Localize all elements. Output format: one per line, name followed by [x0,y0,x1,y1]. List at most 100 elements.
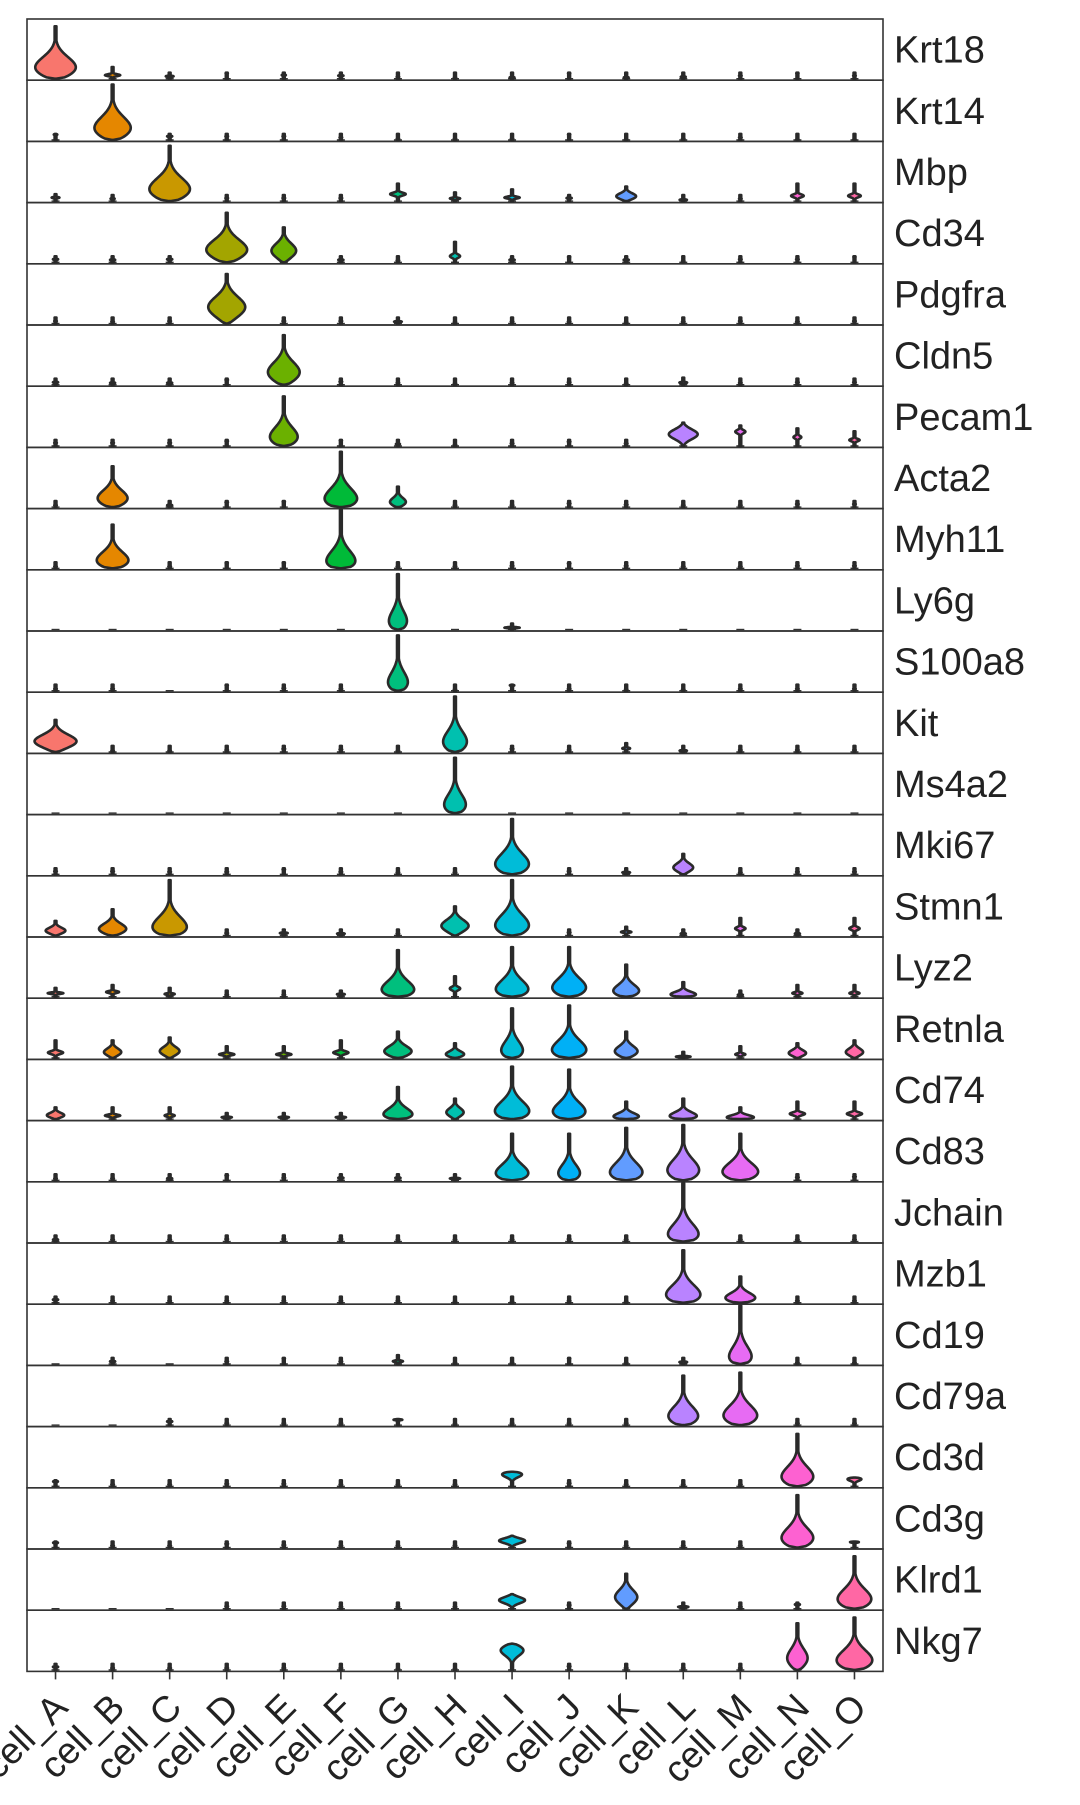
violin-mzb1-cell_f [338,1295,344,1304]
violin-cldn5-cell_k [623,377,629,386]
gene-label-retnla: Retnla [894,1009,1005,1051]
violin-ms4a2-cell_h [442,756,468,815]
violin-kit-cell_c [167,744,173,754]
violin-lyz2-cell_k [612,963,641,998]
violin-pecam1-cell_g [394,438,402,448]
violin-s100a8-cell_g [386,634,410,692]
violin-nkg7-cell_e [281,1662,287,1672]
violin-s100a8-cell_j [566,683,572,692]
violin-mbp-cell_b [109,193,116,203]
violin-cd83-cell_m [721,1132,760,1182]
violin-jchain-cell_f [338,1234,344,1243]
violin-cd79a-cell_i [509,1417,515,1427]
violin-cd3d-cell_b [110,1479,116,1488]
violin-klrd1-cell_d [224,1601,230,1610]
violin-cd19-cell_k [623,1356,629,1366]
violin-jchain-cell_g [395,1234,401,1243]
gene-label-cd3d: Cd3d [894,1437,985,1479]
violin-mki67-cell_h [452,867,458,876]
violin-cd3d-cell_m [737,1479,743,1488]
violin-cd3d-cell_o [846,1476,863,1488]
violin-mbp-cell_c [148,144,192,203]
violin-cd83-cell_d [224,1173,230,1182]
violin-lyz2-cell_j [551,945,588,998]
violin-cd83-cell_b [110,1173,116,1182]
violin-pecam1-cell_f [338,438,344,448]
violin-mki67-cell_b [109,867,116,876]
violin-cd74-cell_j [551,1068,587,1121]
panel-krt18 [26,18,884,82]
violin-jchain-cell_i [509,1234,515,1243]
violin-cd83-cell_l [666,1123,701,1182]
gene-label-cd74: Cd74 [894,1070,985,1112]
violin-mzb1-cell_o [851,1295,858,1304]
violin-cldn5-cell_i [509,377,515,386]
violin-mzb1-cell_e [281,1295,287,1304]
violin-acta2-cell_n [794,499,801,509]
violin-krt14-cell_i [509,132,515,142]
violin-cd79a-cell_o [851,1417,858,1427]
violin-pecam1-cell_i [509,438,515,448]
violin-cd19-cell_d [224,1356,230,1366]
violin-krt14-cell_n [795,132,800,142]
violin-pecam1-cell_a [52,438,59,448]
violin-krt18-cell_e [280,71,288,80]
violin-retnla-cell_n [787,1042,808,1060]
violin-myh11-cell_n [794,561,800,570]
gene-label-mzb1: Mzb1 [894,1254,987,1296]
violin-acta2-cell_b [96,465,129,509]
panel-mki67 [26,813,884,877]
violin-krt18-cell_c [164,71,175,80]
violin-cd3d-cell_k [623,1479,629,1488]
violin-cd19-cell_b [108,1356,117,1366]
violin-mzb1-cell_l [664,1249,702,1304]
violin-stmn1-cell_h [440,905,470,937]
violin-cd79a-cell_m [722,1371,759,1427]
violin-nkg7-cell_l [680,1662,686,1672]
violin-mbp-cell_j [565,193,574,203]
violin-kit-cell_n [794,744,800,754]
violin-mzb1-cell_a [51,1295,60,1304]
violin-cd3d-cell_f [338,1479,344,1488]
violin-cd34-cell_k [622,255,631,264]
violin-kit-cell_m [737,744,743,754]
violin-pdgfra-cell_g [392,316,404,325]
violin-kit-cell_o [851,744,858,754]
violin-lyz2-cell_d [224,989,230,998]
violin-krt18-cell_h [452,71,458,80]
violin-lyz2-cell_o [848,983,861,998]
violin-pdgfra-cell_m [737,316,743,325]
violin-acta2-cell_f [323,450,359,509]
violin-cldn5-cell_n [794,377,800,386]
violin-myh11-cell_g [395,561,401,570]
violin-klrd1-cell_o [836,1555,873,1610]
gene-label-krt14: Krt14 [894,91,985,133]
violin-cd74-cell_e [277,1111,291,1121]
violin-cd74-cell_m [725,1106,756,1121]
violin-klrd1-cell_l [676,1601,690,1610]
gene-label-nkg7: Nkg7 [894,1621,983,1663]
violin-krt18-cell_o [851,71,858,80]
violin-cldn5-cell_c [165,377,174,386]
violin-cd79a-cell_e [281,1417,287,1427]
violin-pecam1-cell_e [268,395,299,448]
violin-cd34-cell_d [205,211,249,264]
violin-cd74-cell_f [334,1111,348,1121]
panel-klrd1 [26,1548,884,1612]
violin-mzb1-cell_k [623,1295,629,1304]
violin-krt14-cell_o [852,132,857,142]
violin-myh11-cell_k [623,561,629,570]
violin-cd3g-cell_n [780,1493,815,1549]
violin-s100a8-cell_i [508,683,516,692]
violin-myh11-cell_c [167,561,173,570]
violin-cd34-cell_e [270,226,298,264]
violin-cd34-cell_c [165,255,174,264]
violin-pecam1-cell_j [566,438,572,448]
violin-mbp-cell_e [281,193,287,203]
violin-lyz2-cell_m [736,989,745,998]
violin-krt14-cell_k [623,132,629,142]
panel-cd3g [26,1487,884,1550]
violin-mki67-cell_k [621,867,632,876]
violin-cd74-cell_g [382,1085,414,1121]
